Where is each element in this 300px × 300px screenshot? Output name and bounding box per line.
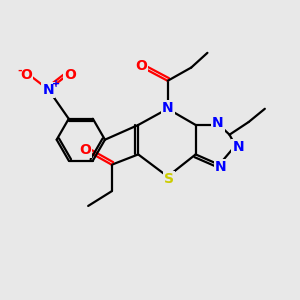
Text: N: N: [212, 116, 224, 130]
Text: -: -: [17, 65, 22, 76]
Text: N: N: [162, 101, 173, 115]
Text: N: N: [232, 140, 244, 154]
Text: +: +: [52, 79, 60, 89]
Text: O: O: [64, 68, 76, 82]
Text: N: N: [215, 160, 226, 174]
Text: N: N: [43, 82, 54, 97]
Text: O: O: [20, 68, 32, 82]
Text: O: O: [135, 59, 147, 73]
Text: S: S: [164, 172, 174, 186]
Text: O: O: [79, 143, 91, 157]
